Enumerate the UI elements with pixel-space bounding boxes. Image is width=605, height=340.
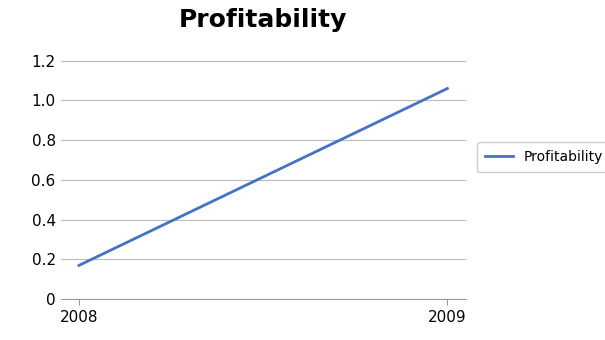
Legend: Profitability: Profitability: [477, 142, 605, 172]
Title: Profitability: Profitability: [179, 8, 347, 32]
Profitability: [174, 216, 181, 220]
Profitability: [75, 264, 82, 268]
Profitability: [90, 256, 97, 260]
Profitability: [444, 86, 451, 90]
Profitability: [97, 253, 105, 257]
Profitability: [144, 231, 151, 235]
Line: Profitability: Profitability: [79, 88, 448, 266]
Profitability: [425, 95, 433, 99]
Profitability: [413, 102, 420, 106]
